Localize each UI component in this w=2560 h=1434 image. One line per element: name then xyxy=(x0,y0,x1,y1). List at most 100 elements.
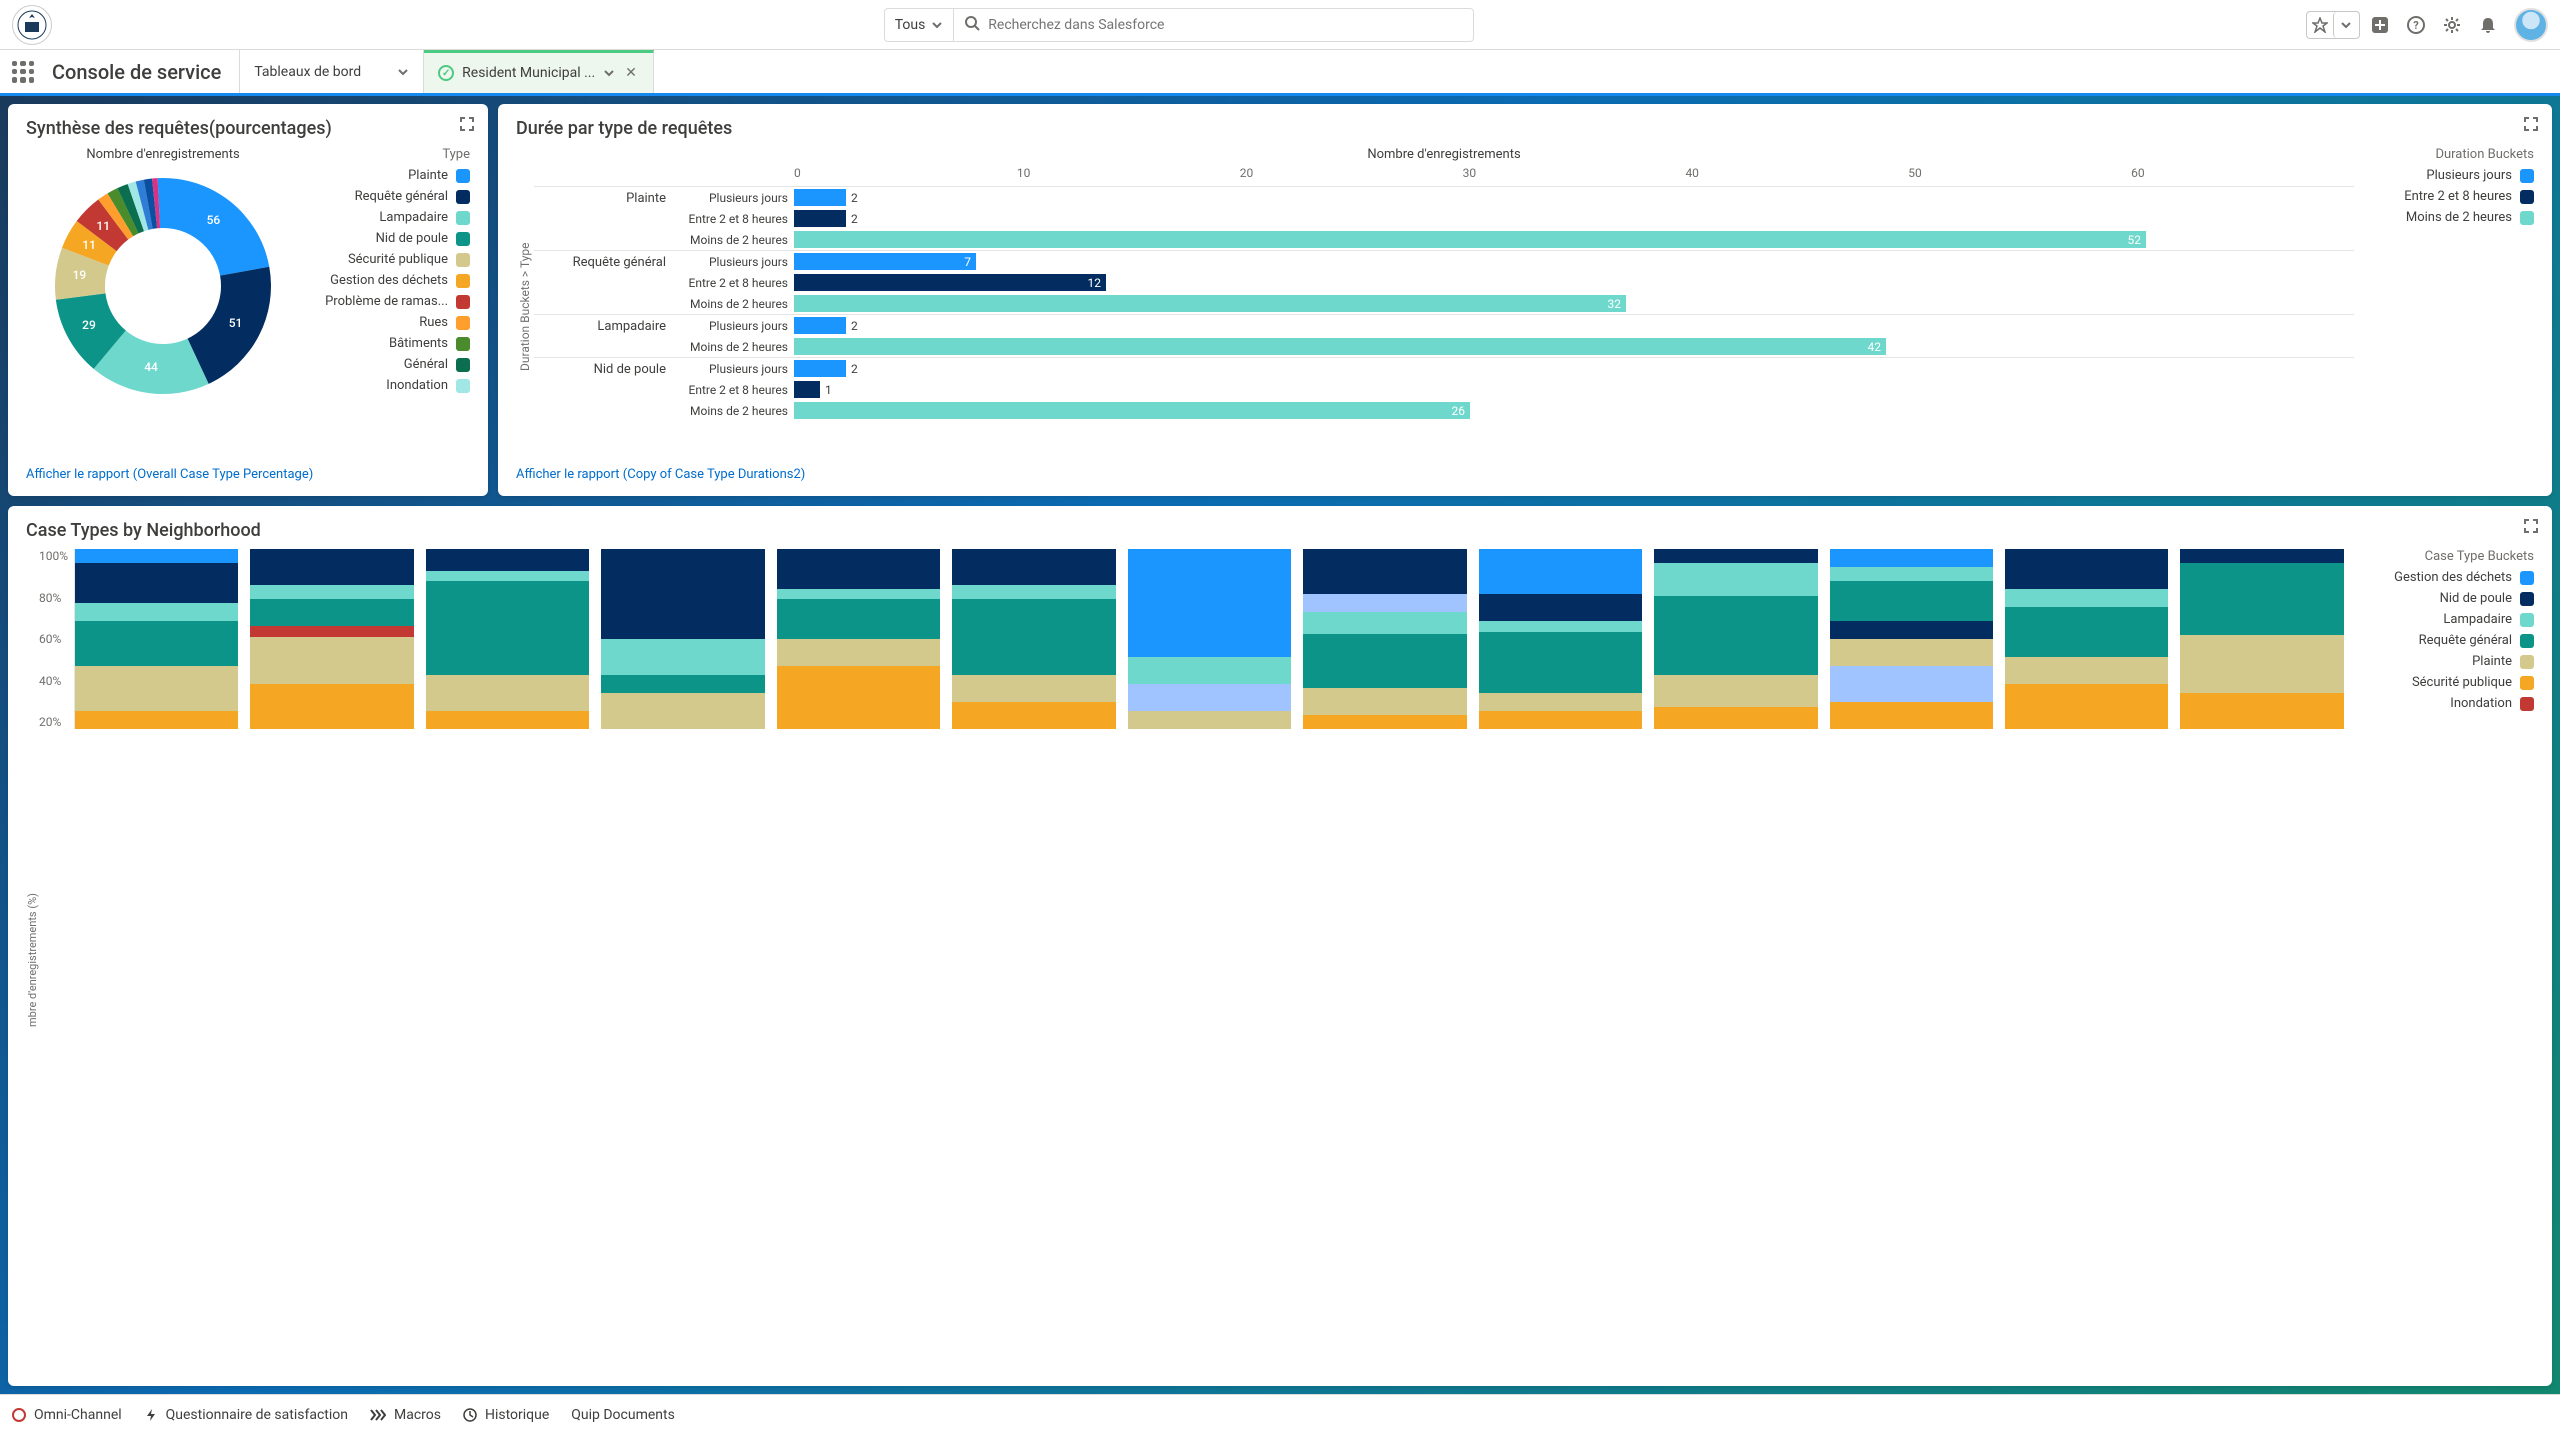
bar[interactable] xyxy=(794,360,846,377)
legend-item[interactable]: Inondation xyxy=(2354,696,2534,711)
stacked-segment[interactable] xyxy=(250,626,413,637)
legend-item[interactable]: Sécurité publique xyxy=(310,252,470,267)
stacked-segment[interactable] xyxy=(601,693,764,729)
stacked-segment[interactable] xyxy=(777,549,940,589)
stacked-segment[interactable] xyxy=(2005,549,2168,589)
search-scope-dropdown[interactable]: Tous xyxy=(884,8,955,42)
stacked-segment[interactable] xyxy=(1479,594,1642,621)
notifications-button[interactable] xyxy=(2472,9,2504,41)
stacked-segment[interactable] xyxy=(75,621,238,666)
legend-item[interactable]: Rues xyxy=(310,315,470,330)
add-button[interactable] xyxy=(2364,9,2396,41)
stacked-segment[interactable] xyxy=(75,666,238,711)
stacked-segment[interactable] xyxy=(1479,632,1642,693)
bar[interactable] xyxy=(794,189,846,206)
legend-item[interactable]: Plainte xyxy=(2354,654,2534,669)
stacked-segment[interactable] xyxy=(2180,635,2343,693)
satisfaction-survey-button[interactable]: Questionnaire de satisfaction xyxy=(144,1407,348,1423)
bar[interactable]: 42 xyxy=(794,338,1886,355)
stacked-segment[interactable] xyxy=(1830,567,1993,581)
stacked-segment[interactable] xyxy=(1654,596,1817,675)
stacked-segment[interactable] xyxy=(1654,563,1817,595)
stacked-segment[interactable] xyxy=(1830,581,1993,621)
bar[interactable]: 52 xyxy=(794,231,2146,248)
stacked-segment[interactable] xyxy=(2005,657,2168,684)
legend-item[interactable]: Nid de poule xyxy=(310,231,470,246)
expand-button[interactable] xyxy=(2524,518,2538,537)
bar[interactable]: 12 xyxy=(794,274,1106,291)
stacked-segment[interactable] xyxy=(1128,549,1291,657)
stacked-segment[interactable] xyxy=(2005,684,2168,729)
legend-item[interactable]: Nid de poule xyxy=(2354,591,2534,606)
legend-item[interactable]: Lampadaire xyxy=(2354,612,2534,627)
bar[interactable] xyxy=(794,210,846,227)
legend-item[interactable]: Lampadaire xyxy=(310,210,470,225)
stacked-segment[interactable] xyxy=(1830,621,1993,639)
stacked-segment[interactable] xyxy=(1128,657,1291,684)
stacked-segment[interactable] xyxy=(1830,549,1993,567)
macros-button[interactable]: Macros xyxy=(370,1407,441,1423)
close-tab-button[interactable]: ✕ xyxy=(623,63,639,83)
legend-item[interactable]: Sécurité publique xyxy=(2354,675,2534,690)
stacked-segment[interactable] xyxy=(426,581,589,675)
stacked-segment[interactable] xyxy=(75,603,238,621)
stacked-segment[interactable] xyxy=(1303,549,1466,594)
nav-tab-resident-municipal[interactable]: ✓ Resident Municipal ... ✕ xyxy=(424,50,654,93)
stacked-segment[interactable] xyxy=(1479,549,1642,594)
legend-item[interactable]: Gestion des déchets xyxy=(2354,570,2534,585)
stacked-segment[interactable] xyxy=(601,549,764,639)
stacked-segment[interactable] xyxy=(952,585,1115,599)
stacked-segment[interactable] xyxy=(1654,675,1817,707)
stacked-segment[interactable] xyxy=(1479,693,1642,711)
setup-button[interactable] xyxy=(2436,9,2468,41)
expand-button[interactable] xyxy=(460,116,474,135)
stacked-segment[interactable] xyxy=(952,549,1115,585)
stacked-segment[interactable] xyxy=(2005,607,2168,657)
stacked-segment[interactable] xyxy=(1830,666,1993,702)
stacked-segment[interactable] xyxy=(250,549,413,585)
omni-channel-button[interactable]: Omni-Channel xyxy=(12,1407,122,1423)
stacked-segment[interactable] xyxy=(1654,707,1817,729)
stacked-segment[interactable] xyxy=(1303,688,1466,715)
stacked-segment[interactable] xyxy=(75,549,238,563)
stacked-segment[interactable] xyxy=(2180,549,2343,563)
legend-item[interactable]: Inondation xyxy=(310,378,470,393)
app-launcher-button[interactable] xyxy=(0,50,46,93)
stacked-segment[interactable] xyxy=(1128,711,1291,729)
stacked-segment[interactable] xyxy=(1303,715,1466,729)
stacked-segment[interactable] xyxy=(601,639,764,675)
stacked-segment[interactable] xyxy=(1303,634,1466,688)
stacked-segment[interactable] xyxy=(1303,594,1466,612)
stacked-segment[interactable] xyxy=(426,571,589,582)
stacked-segment[interactable] xyxy=(777,589,940,600)
legend-item[interactable]: Bâtiments xyxy=(310,336,470,351)
stacked-segment[interactable] xyxy=(1479,621,1642,632)
help-button[interactable]: ? xyxy=(2400,9,2432,41)
stacked-segment[interactable] xyxy=(75,711,238,729)
user-avatar[interactable] xyxy=(2514,8,2548,42)
expand-button[interactable] xyxy=(2524,116,2538,135)
stacked-segment[interactable] xyxy=(952,675,1115,702)
legend-item[interactable]: Plusieurs jours xyxy=(2364,168,2534,183)
stacked-segment[interactable] xyxy=(2180,693,2343,729)
legend-item[interactable]: Entre 2 et 8 heures xyxy=(2364,189,2534,204)
bar[interactable]: 32 xyxy=(794,295,1626,312)
stacked-segment[interactable] xyxy=(250,599,413,626)
bar[interactable] xyxy=(794,317,846,334)
legend-item[interactable]: Général xyxy=(310,357,470,372)
legend-item[interactable]: Gestion des déchets xyxy=(310,273,470,288)
stacked-segment[interactable] xyxy=(1830,639,1993,666)
stacked-segment[interactable] xyxy=(426,675,589,711)
legend-item[interactable]: Requête général xyxy=(2354,633,2534,648)
quip-documents-button[interactable]: Quip Documents xyxy=(571,1407,675,1423)
legend-item[interactable]: Plainte xyxy=(310,168,470,183)
stacked-segment[interactable] xyxy=(75,563,238,603)
bar[interactable]: 7 xyxy=(794,253,976,270)
stacked-segment[interactable] xyxy=(1479,711,1642,729)
stacked-segment[interactable] xyxy=(1303,612,1466,634)
bar[interactable] xyxy=(794,381,820,398)
history-button[interactable]: Historique xyxy=(463,1407,549,1423)
global-search-input[interactable] xyxy=(954,8,1474,42)
bar[interactable]: 26 xyxy=(794,402,1470,419)
stacked-segment[interactable] xyxy=(952,599,1115,675)
